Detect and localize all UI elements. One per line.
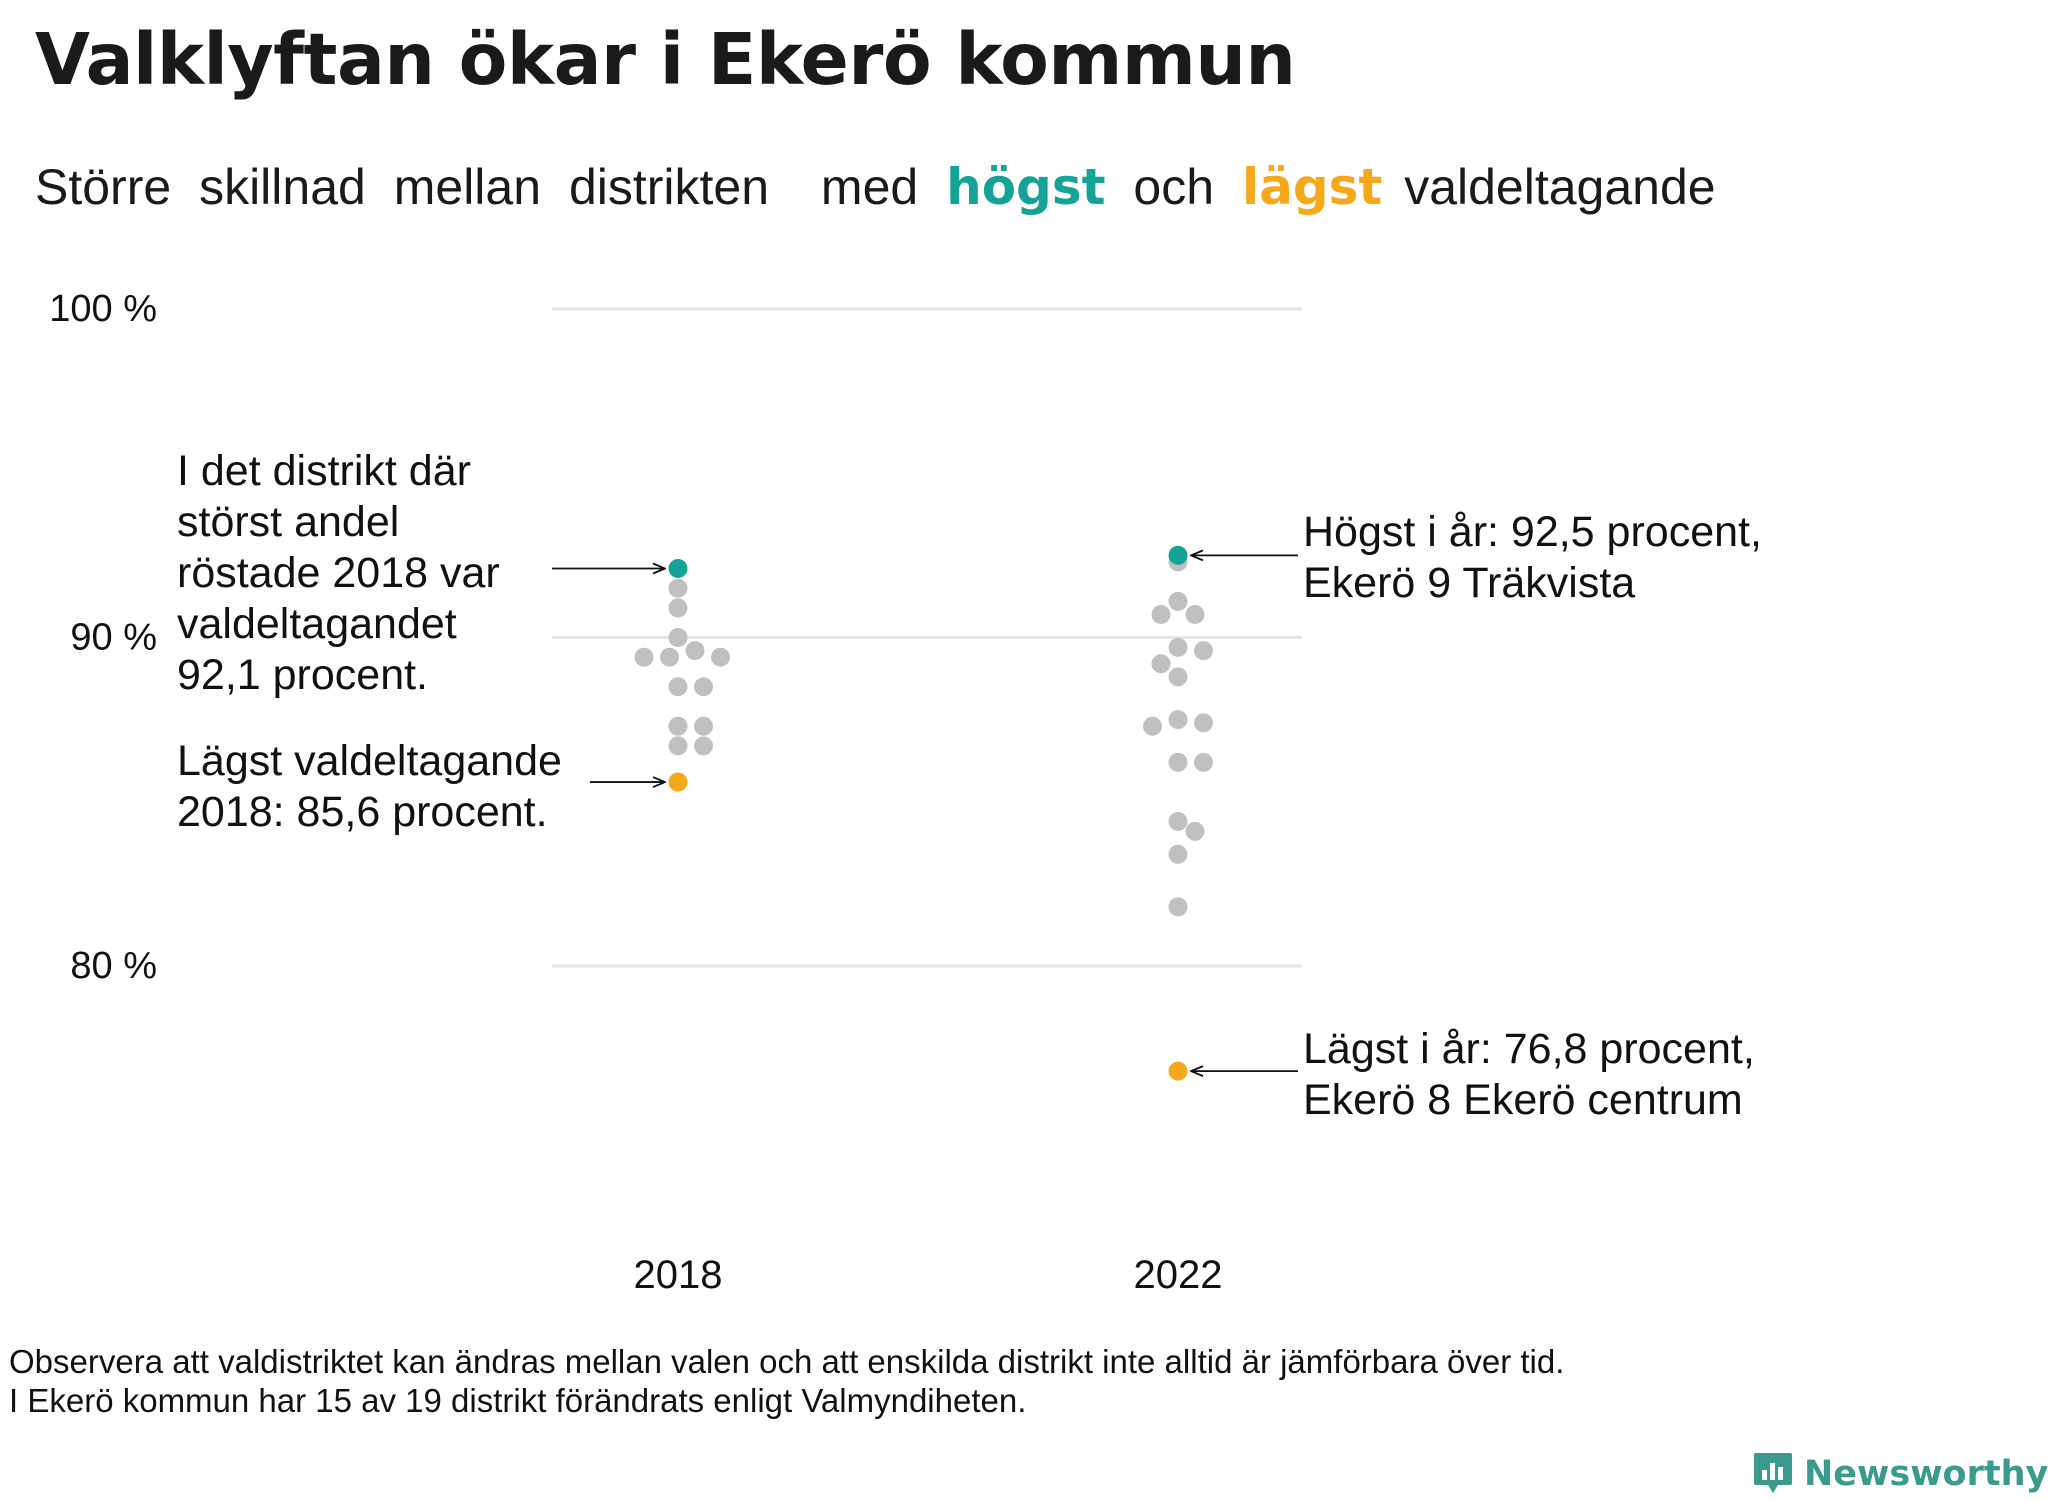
data-point-2018 bbox=[694, 736, 713, 756]
y-tick-label: 100 % bbox=[49, 288, 157, 330]
x-tick-label: 2022 bbox=[1134, 1253, 1223, 1297]
data-point-lowest-2018 bbox=[668, 772, 688, 792]
data-point-2022 bbox=[1168, 637, 1188, 657]
annotation-lowest-2018: Lägst valdeltagande 2018: 85,6 procent. bbox=[177, 737, 562, 836]
data-point-2022 bbox=[1143, 716, 1162, 736]
data-point-2022 bbox=[1168, 752, 1188, 772]
brand: Newsworthy bbox=[1752, 1446, 2048, 1502]
subtitle-word: skillnad bbox=[199, 159, 366, 215]
data-point-2018 bbox=[668, 578, 688, 598]
data-point-2018 bbox=[668, 628, 688, 647]
gridlines bbox=[552, 307, 1302, 968]
data-point-2018 bbox=[660, 647, 679, 667]
annotation-highest-2018: I det distrikt där störst andel röstade 20… bbox=[177, 447, 500, 699]
annotation-highest-2022: Högst i år: 92,5 procent, Ekerö 9 Träkvis… bbox=[1303, 508, 1762, 607]
data-point-2022 bbox=[1151, 654, 1171, 674]
data-point-2018 bbox=[634, 647, 654, 667]
chart-title: Valklyftan ökar i Ekerö kommun bbox=[35, 18, 1296, 101]
x-tick-label: 2018 bbox=[634, 1253, 723, 1297]
data-point-2018 bbox=[694, 677, 713, 697]
subtitle-word: distrikten bbox=[568, 159, 770, 215]
x-axis-labels: 2018 2022 bbox=[634, 1253, 1223, 1297]
y-tick-label: 90 % bbox=[70, 617, 157, 659]
footnote: Observera att valdistriktet kan ändras m… bbox=[9, 1342, 1564, 1420]
data-point-2022 bbox=[1168, 844, 1188, 864]
annotation-lowest-2022: Lägst i år: 76,8 procent, Ekerö 8 Ekerö c… bbox=[1303, 1025, 1755, 1124]
data-point-2022 bbox=[1194, 641, 1213, 661]
subtitle-word: med bbox=[820, 159, 919, 215]
data-point-2022 bbox=[1168, 667, 1188, 687]
y-tick-label: 80 % bbox=[70, 945, 157, 987]
subtitle-word: och bbox=[1133, 159, 1215, 215]
data-point-2022 bbox=[1168, 897, 1188, 917]
data-point-2022 bbox=[1168, 710, 1188, 730]
data-point-2018 bbox=[668, 716, 688, 736]
data-points bbox=[634, 545, 1213, 1081]
data-point-2022 bbox=[1194, 713, 1213, 733]
data-point-2018 bbox=[668, 598, 688, 618]
subtitle-low-highlight: lägst bbox=[1241, 158, 1383, 216]
subtitle-word: mellan bbox=[393, 159, 542, 215]
y-axis-labels: 100 % 90 % 80 % bbox=[49, 288, 157, 987]
data-point-2018 bbox=[668, 736, 688, 756]
data-point-2022 bbox=[1168, 811, 1188, 831]
newsworthy-logo-icon bbox=[1754, 1453, 1792, 1493]
brand-name: Newsworthy bbox=[1804, 1454, 2048, 1494]
data-point-lowest-2022 bbox=[1168, 1061, 1188, 1081]
data-point-2022 bbox=[1185, 605, 1205, 625]
footnote-line: I Ekerö kommun har 15 av 19 distrikt för… bbox=[9, 1382, 1027, 1419]
subtitle-high-highlight: högst bbox=[946, 158, 1106, 216]
data-point-2018 bbox=[685, 641, 705, 661]
data-point-2018 bbox=[711, 647, 730, 667]
chart-subtitle: Större skillnad mellan distrikten med hö… bbox=[35, 158, 1730, 216]
data-point-2018 bbox=[694, 716, 713, 736]
subtitle-word: Större bbox=[35, 159, 172, 215]
data-point-2022 bbox=[1168, 591, 1188, 611]
annotations: I det distrikt där störst andel röstade 20… bbox=[177, 447, 1762, 1124]
data-point-highest-2018 bbox=[668, 559, 688, 579]
data-point-2022 bbox=[1151, 605, 1171, 625]
dot-plot-chart: 100 % 90 % 80 % 2018 2022 I det distrikt dä… bbox=[49, 288, 1762, 1297]
data-point-2022 bbox=[1185, 821, 1205, 841]
annotation-arrows bbox=[552, 555, 1298, 1071]
data-point-highest-2022 bbox=[1168, 545, 1188, 565]
data-point-2022 bbox=[1194, 752, 1213, 772]
subtitle-word: valdeltagande bbox=[1404, 159, 1716, 215]
footnote-line: Observera att valdistriktet kan ändras m… bbox=[9, 1343, 1565, 1380]
data-point-2018 bbox=[668, 677, 688, 697]
